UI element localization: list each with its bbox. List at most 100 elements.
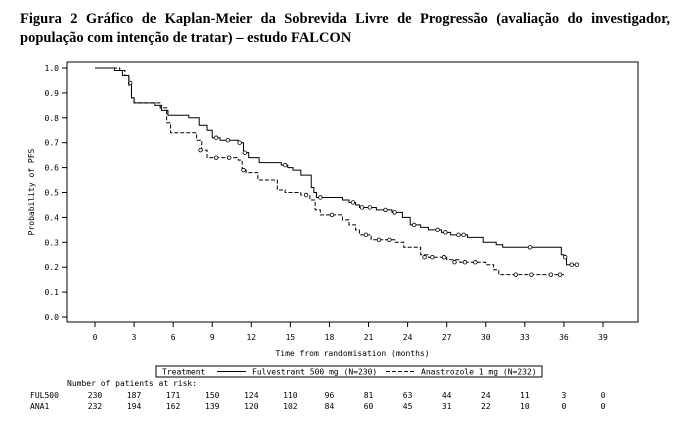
risk-count: 22 [481,402,491,411]
censor-mark [548,272,554,277]
x-tick-label: 0 [93,333,98,342]
risk-count: 24 [481,391,491,400]
censor-mark [237,140,242,145]
x-tick-label: 24 [403,333,413,342]
risk-count: 3 [562,391,567,400]
risk-table-heading: Number of patients at risk: [67,379,197,388]
y-tick-label: 0.5 [45,189,60,198]
censor-mark [363,232,369,238]
risk-count: 194 [127,402,142,411]
risk-count: 11 [520,391,530,400]
series-0 [95,67,580,267]
censor-mark [443,230,448,235]
x-tick-label: 9 [210,333,215,342]
x-axis-title: Time from randomisation (months) [275,349,429,358]
censor-mark [456,232,461,238]
risk-count: 0 [601,391,606,400]
legend-entry-fulvestrant: Fulvestrant 500 mg (N=230) [252,368,377,377]
censor-mark [563,255,568,260]
series-layer [95,67,580,277]
risk-count: 187 [127,391,142,400]
y-tick-label: 0.7 [45,139,60,148]
censor-mark [367,205,373,210]
censor-mark [527,245,533,250]
censor-mark [461,232,466,238]
censor-mark [441,255,447,260]
censor-mark [350,200,356,205]
risk-count: 84 [325,402,335,411]
x-tick-label: 15 [286,333,296,342]
censor-mark [411,222,417,228]
censor-mark [383,207,388,213]
risk-count: 230 [88,391,103,400]
risk-count: 44 [442,391,452,400]
series-1 [95,67,564,277]
censor-mark [435,227,440,233]
risk-count: 96 [325,391,335,400]
risk-count: 120 [244,402,259,411]
censor-mark [213,155,219,160]
y-tick-label: 0.3 [45,238,60,247]
y-tick-label: 0.8 [45,114,60,123]
risk-count: 102 [283,402,298,411]
censor-mark [473,260,478,265]
legend-title: Treatment [162,368,206,377]
risk-count: 45 [403,402,413,411]
y-tick-label: 0.0 [45,313,60,322]
censor-mark [569,262,574,267]
censor-mark [422,255,427,260]
censor-mark [226,155,232,160]
risk-count: 63 [403,391,413,400]
risk-count: 81 [364,391,374,400]
y-tick-label: 0.9 [45,89,60,98]
risk-count: 10 [520,402,530,411]
y-axis-title: Probability of PFS [27,148,36,235]
censor-mark [242,150,247,155]
y-tick-label: 0.4 [45,213,60,222]
risk-count: 124 [244,391,259,400]
x-tick-label: 3 [132,333,137,342]
censor-mark [574,262,580,267]
risk-table: Number of patients at risk: FUL500 230 187 1… [30,379,606,411]
censor-mark [213,135,219,140]
risk-count: 171 [166,391,181,400]
x-tick-label: 6 [171,333,176,342]
series-line [95,67,564,276]
censor-mark [529,272,534,277]
risk-row-label: FUL500 [30,391,59,400]
censor-mark [329,212,335,218]
y-tick-label: 0.1 [45,288,60,297]
risk-count: 232 [88,402,103,411]
x-tick-label: 12 [246,333,256,342]
censor-mark [557,272,563,277]
censor-mark [452,260,457,265]
censor-mark [387,237,392,243]
y-tick-label: 0.6 [45,164,60,173]
legend-entry-anastrozole: Anastrozole 1 mg (N=232) [421,368,537,377]
risk-row-label: ANA1 [30,402,49,411]
x-tick-label: 39 [598,333,608,342]
plot-frame [66,61,639,323]
censor-mark [513,272,518,277]
censor-mark [303,192,309,198]
risk-count: 139 [205,402,220,411]
risk-count: 0 [601,402,606,411]
series-line [95,67,577,266]
legend-box [155,365,543,378]
y-tick-label: 0.2 [45,263,60,272]
risk-count: 0 [562,402,567,411]
censor-mark [462,260,468,265]
risk-count: 110 [283,391,298,400]
x-tick-label: 18 [325,333,335,342]
censor-mark [225,138,231,143]
risk-count: 60 [364,402,374,411]
x-tick-label: 30 [481,333,491,342]
censor-mark [392,210,397,215]
x-tick-label: 21 [364,333,374,342]
censor-mark [376,237,382,243]
x-tick-label: 33 [520,333,530,342]
risk-count: 31 [442,402,452,411]
axes: 0 3 6 9 12 15 18 21 24 27 30 33 36 390.00.10.20.30.40… [27,61,639,358]
censor-mark [430,255,435,260]
